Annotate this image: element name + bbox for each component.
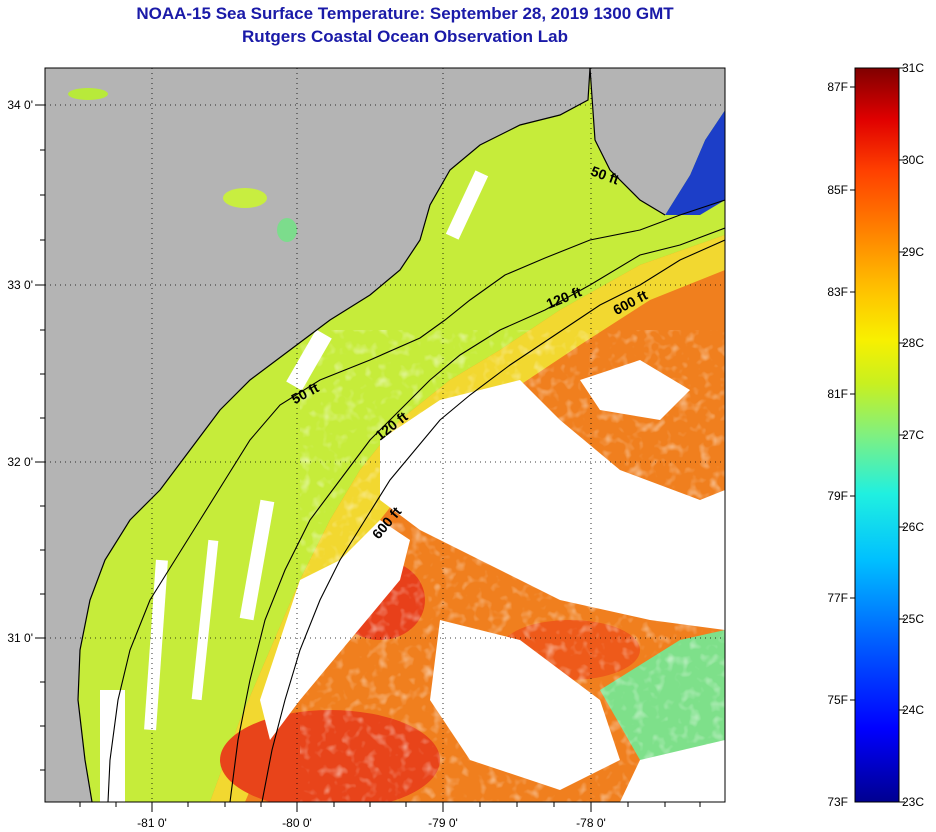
- graticule: [45, 68, 725, 802]
- land-mass: [590, 68, 725, 215]
- colorbar-celsius-label: 23C: [902, 795, 924, 809]
- colorbar-celsius-label: 28C: [902, 336, 924, 350]
- colorbar-fahrenheit-label: 81F: [827, 387, 848, 401]
- lon-label: -81 0': [137, 816, 167, 830]
- colorbar-fahrenheit-label: 73F: [827, 795, 848, 809]
- contour-120ft: [229, 227, 725, 802]
- contour-600ft: [261, 239, 725, 802]
- inland-water: [223, 188, 267, 208]
- lat-label: 34 0': [7, 98, 33, 112]
- colorbar-celsius-label: 27C: [902, 428, 924, 442]
- inland-water: [277, 218, 297, 242]
- colorbar-celsius-label: 29C: [902, 245, 924, 259]
- lat-label: 32 0': [7, 455, 33, 469]
- map-subtitle: Rutgers Coastal Ocean Observation Lab: [242, 27, 568, 46]
- colorbar-fahrenheit-label: 79F: [827, 489, 848, 503]
- colorbar-celsius-label: 26C: [902, 520, 924, 534]
- colorbar-celsius-label: 31C: [902, 61, 924, 75]
- lon-label: -78 0': [576, 816, 606, 830]
- colorbar-celsius-label: 25C: [902, 612, 924, 626]
- map-panel: 50 ft 50 ft 120 ft 120 ft 600 ft 600 ft: [45, 68, 725, 802]
- inland-water: [68, 88, 108, 100]
- colorbar-celsius-label: 30C: [902, 153, 924, 167]
- colorbar-fahrenheit-label: 87F: [827, 80, 848, 94]
- lat-label: 31 0': [7, 631, 33, 645]
- colorbar-fahrenheit-label: 75F: [827, 693, 848, 707]
- lon-label: -79 0': [428, 816, 458, 830]
- colorbar-fahrenheit-label: 77F: [827, 591, 848, 605]
- lon-label: -80 0': [282, 816, 312, 830]
- colorbar-fahrenheit-label: 85F: [827, 183, 848, 197]
- cold-water-region: [665, 110, 725, 215]
- coastline: [589, 68, 666, 216]
- colorbar-fahrenheit-label: 83F: [827, 285, 848, 299]
- colorbar-ticks: [850, 67, 905, 803]
- colorbar-celsius-label: 24C: [902, 703, 924, 717]
- lat-label: 33 0': [7, 278, 33, 292]
- land-mass: [45, 68, 590, 802]
- sst-colorbar: [854, 67, 900, 803]
- coastline: [77, 68, 591, 802]
- map-ticks: [35, 104, 701, 812]
- cloud-speckle: [300, 330, 725, 802]
- map-title: NOAA-15 Sea Surface Temperature: Septemb…: [136, 4, 674, 23]
- map-frame: [44, 67, 726, 803]
- contour-50ft: [107, 199, 725, 802]
